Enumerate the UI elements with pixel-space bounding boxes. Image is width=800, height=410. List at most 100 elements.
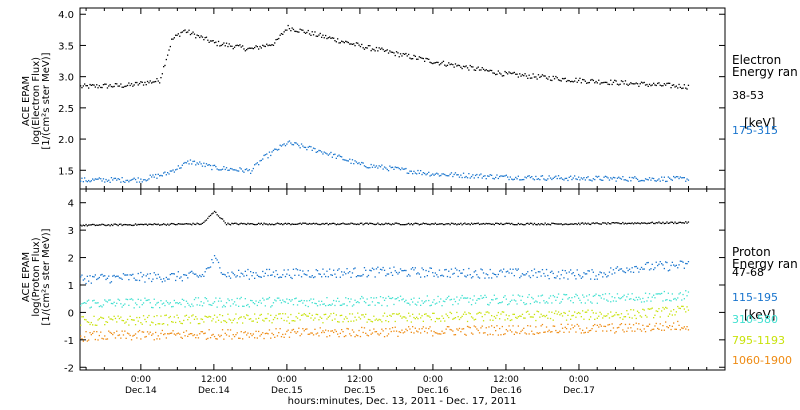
data-point [607,222,609,224]
data-point [449,276,451,278]
data-point [346,304,348,307]
data-point [204,165,206,168]
data-point [256,304,258,307]
data-point [215,321,217,323]
data-point [137,298,139,300]
data-point [591,269,593,271]
data-point [177,271,179,273]
data-point [126,84,129,87]
data-point [296,31,299,33]
data-point [588,330,590,332]
data-point [267,274,269,277]
data-point [420,304,422,306]
data-point [307,305,309,308]
data-point [673,175,675,178]
data-point [571,315,573,317]
data-point [331,37,333,39]
data-point [287,329,289,331]
data-point [219,169,221,171]
series-38-53 [80,24,690,90]
data-point [525,222,528,225]
data-point [142,224,145,226]
data-point [354,223,356,225]
data-point [647,222,649,224]
data-point [453,272,455,274]
data-point [632,324,635,326]
data-point [457,64,459,66]
data-point [260,276,262,278]
data-point [413,332,415,334]
data-point [164,171,166,173]
data-point [414,267,416,269]
data-point [484,332,486,334]
data-point [303,300,305,302]
data-point [480,173,482,175]
data-point [85,180,87,182]
data-point [192,222,194,224]
data-point [679,176,681,178]
data-point [391,297,394,299]
data-point [453,334,455,336]
data-point [598,79,600,81]
data-point [677,297,679,299]
data-point [432,272,434,274]
data-point [254,313,256,315]
data-point [284,313,287,315]
data-point [347,223,349,225]
data-point [89,83,91,86]
data-point [325,305,327,307]
data-point [462,328,465,330]
data-point [547,223,549,225]
data-point [638,222,640,224]
data-point [201,331,204,333]
data-point [602,317,604,319]
data-point [117,315,119,317]
data-point [519,295,521,297]
data-point [262,270,264,273]
data-point [193,273,196,275]
data-point [217,300,220,302]
x-tick-label: Dec.16 [417,386,449,396]
data-point [318,223,320,226]
data-point [412,301,414,303]
data-point [598,315,600,317]
data-point [533,333,536,335]
data-point [116,224,118,226]
data-point [537,74,540,76]
data-point [457,316,459,318]
data-point [482,272,485,274]
data-point [509,329,511,331]
data-point [560,80,562,82]
data-point [331,330,333,332]
data-point [535,223,537,226]
data-point [183,319,185,322]
data-point [375,223,378,225]
data-point [456,269,458,271]
data-point [395,166,398,169]
data-point [564,223,566,225]
data-point [102,84,105,86]
data-point [382,266,384,269]
data-point [228,223,230,225]
data-point [438,301,441,303]
data-point [386,223,388,225]
data-point [650,179,652,181]
data-point [124,330,126,332]
data-point [520,275,522,277]
data-point [342,303,344,305]
data-point [523,302,525,304]
data-point [448,62,450,64]
data-point [208,41,210,43]
data-point [511,319,513,321]
data-point [274,148,276,150]
data-point [333,153,335,156]
data-point [683,298,685,300]
data-point [105,338,107,340]
data-point [639,328,641,331]
data-point [315,151,317,153]
data-point [445,65,447,67]
data-point [535,175,537,178]
data-point [524,73,526,75]
data-point [233,274,236,276]
data-point [88,179,90,182]
